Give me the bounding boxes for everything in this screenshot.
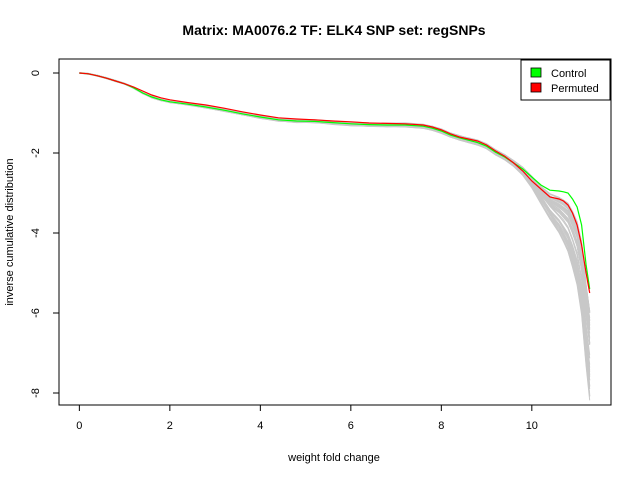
permutation-line bbox=[79, 72, 591, 368]
x-axis-label: weight fold change bbox=[287, 452, 380, 464]
permutation-line bbox=[79, 72, 591, 329]
y-axis: 0 -2 -4 -6 -8 bbox=[30, 70, 60, 398]
permutation-line bbox=[79, 72, 591, 390]
legend-swatch-permuted bbox=[530, 82, 542, 93]
y-tick-label: -2 bbox=[30, 148, 42, 158]
permutation-line bbox=[79, 72, 591, 324]
x-tick-label: 0 bbox=[76, 420, 82, 432]
permutation-line bbox=[79, 72, 591, 346]
permutation-line bbox=[79, 72, 591, 329]
series-layer bbox=[79, 72, 591, 294]
series-line-permuted bbox=[79, 72, 591, 294]
permutation-line bbox=[79, 72, 591, 386]
y-axis-label: inverse cumulative distribution bbox=[4, 158, 16, 305]
y-tick-label: -6 bbox=[30, 308, 42, 318]
permutation-line bbox=[79, 72, 591, 313]
permutation-line bbox=[79, 72, 591, 378]
permutation-line bbox=[79, 72, 591, 339]
y-tick-label: -8 bbox=[30, 388, 42, 398]
permutation-line bbox=[79, 72, 591, 322]
permutation-lines bbox=[79, 72, 591, 401]
permutation-line bbox=[79, 72, 591, 343]
x-tick-label: 6 bbox=[348, 420, 354, 432]
permutation-line bbox=[79, 72, 591, 388]
x-axis: 0 2 4 6 8 10 bbox=[76, 404, 538, 432]
permutation-line bbox=[79, 72, 591, 331]
permutation-line bbox=[79, 72, 591, 313]
permutation-line bbox=[79, 72, 591, 319]
permutation-line bbox=[79, 72, 591, 373]
permutation-line bbox=[79, 72, 591, 312]
permutation-line bbox=[79, 72, 591, 334]
permutation-line bbox=[79, 72, 591, 312]
permutation-line bbox=[79, 72, 591, 321]
permutation-line bbox=[79, 72, 591, 381]
plot-frame bbox=[58, 58, 612, 406]
legend-swatch-control bbox=[530, 67, 542, 78]
permutation-line bbox=[79, 72, 591, 386]
permutation-line bbox=[79, 72, 591, 345]
permutation-line bbox=[79, 72, 591, 344]
legend-label-control: Control bbox=[551, 68, 586, 80]
permutation-line bbox=[79, 72, 591, 338]
permutation-line bbox=[79, 72, 591, 321]
permutation-line bbox=[79, 72, 591, 326]
x-tick-label: 10 bbox=[526, 420, 538, 432]
permutation-line bbox=[79, 72, 591, 381]
y-tick-label: -4 bbox=[30, 228, 42, 238]
legend: Control Permuted bbox=[520, 59, 611, 101]
permutation-line bbox=[79, 72, 591, 375]
permutation-line bbox=[79, 72, 591, 355]
legend-box bbox=[520, 59, 611, 101]
permutation-line bbox=[79, 72, 591, 371]
x-tick-label: 4 bbox=[257, 420, 263, 432]
y-tick-label: 0 bbox=[30, 70, 42, 76]
x-tick-label: 2 bbox=[167, 420, 173, 432]
chart-title: Matrix: MA0076.2 TF: ELK4 SNP set: regSN… bbox=[182, 22, 485, 38]
permutation-line bbox=[79, 72, 591, 326]
permutation-line bbox=[79, 72, 591, 313]
permutation-line bbox=[79, 72, 591, 359]
permutation-line bbox=[79, 72, 591, 376]
permutation-line bbox=[79, 72, 591, 344]
series-line-control bbox=[79, 72, 591, 290]
x-tick-label: 8 bbox=[438, 420, 444, 432]
permutation-line bbox=[79, 72, 591, 313]
legend-label-permuted: Permuted bbox=[551, 83, 599, 95]
permutation-line bbox=[79, 72, 591, 344]
permutation-line bbox=[79, 72, 591, 365]
